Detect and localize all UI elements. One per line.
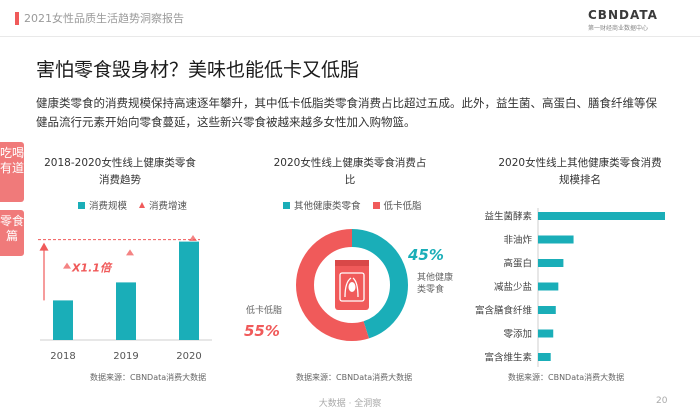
snack-bag-grain xyxy=(348,282,356,292)
chart1-title: 2018-2020女性线上健康类零食消费趋势 xyxy=(44,157,196,186)
legend-item-scale: 消费规模 xyxy=(78,198,127,212)
page-headline: 害怕零食毁身材？美味也能低卡又低脂 xyxy=(36,59,360,81)
chart3-category-label-5: 零添加 xyxy=(503,329,532,340)
chart1-bar-2020 xyxy=(179,241,199,340)
legend-label: 消费增速 xyxy=(149,201,188,212)
chart2-label-lowcal: 低卡低脂 xyxy=(246,304,282,316)
legend-item-other: 其他健康类零食 xyxy=(283,198,361,212)
logo-wordmark: CBNDATA xyxy=(588,8,658,22)
snack-bag-grain-stalks xyxy=(344,277,359,298)
chart3-bar-1 xyxy=(538,235,574,244)
chart3-bar-6 xyxy=(538,353,551,361)
header-bar: 2021女性品质生活趋势洞察报告 CBNDATA 第一财经商业数据中心 xyxy=(0,0,700,36)
chart3-category-label-0: 益生菌酵素 xyxy=(484,211,532,223)
legend-swatch-teal xyxy=(78,201,85,209)
legend-label: 其他健康类零食 xyxy=(294,201,361,212)
chart1-bar-2019 xyxy=(116,282,136,340)
chart2-label-other-line1: 其他健康 xyxy=(417,271,453,283)
intro-paragraph: 健康类零食的消费规模保持高速逐年攀升，其中低卡低脂类零食消费占比超过五成。此外，… xyxy=(36,96,657,129)
chart1-x-tick-2019: 2019 xyxy=(113,351,138,362)
chart2-slice-lowcal xyxy=(296,229,408,341)
chart1-x-tick-2018: 2018 xyxy=(50,351,75,362)
page-number: 20 xyxy=(656,396,668,406)
legend-label: 消费规模 xyxy=(89,201,128,212)
chart1-growth-annotation: X1.1倍 xyxy=(71,262,113,275)
chart2-title: 2020女性线上健康类零食消费占比 xyxy=(273,157,427,186)
chart1-bar-2018 xyxy=(53,300,73,340)
chart3-bar-5 xyxy=(538,329,554,338)
brand-logo: CBNDATA 第一财经商业数据中心 xyxy=(588,8,688,34)
chart3-bar-2 xyxy=(538,259,564,267)
legend-item-growth: 消费增速 xyxy=(139,198,187,212)
chart3-category-label-6: 富含维生素 xyxy=(484,352,532,364)
snack-bag-top-seal xyxy=(335,260,369,266)
side-tab-label: 零食篇 xyxy=(0,214,25,243)
chart2-source: 数据来源：CBNData消费大数据 xyxy=(296,373,413,382)
header-divider xyxy=(0,36,700,37)
legend-swatch-teal xyxy=(283,201,290,209)
chart1-growth-marker-2019 xyxy=(126,249,134,256)
chart3-title: 2020女性线上其他健康类零食消费规模排名 xyxy=(498,157,662,186)
chart3-source: 数据来源：CBNData消费大数据 xyxy=(508,373,625,382)
snack-bag-label xyxy=(339,272,365,302)
snack-bag-icon xyxy=(335,260,369,310)
legend-label: 低卡低脂 xyxy=(383,201,422,212)
side-tab-category: 吃喝有道 xyxy=(0,142,24,202)
chart2-label-other: 其他健康类零食 xyxy=(417,271,453,295)
chart3-bar-4 xyxy=(538,306,556,314)
chart2-label-other-line2: 类零食 xyxy=(417,283,444,295)
chart3-category-label-3: 减盐少盐 xyxy=(494,281,533,293)
chart1-legend: 消费规模 消费增速 xyxy=(78,198,199,212)
chart3-category-label-1: 非油炸 xyxy=(503,234,532,246)
side-tab-label: 吃喝有道 xyxy=(0,146,25,175)
legend-triangle-red xyxy=(139,202,146,208)
chart2-value-other: 45% xyxy=(407,246,444,264)
legend-item-lowcal: 低卡低脂 xyxy=(372,198,422,212)
chart2-value-lowcal: 55% xyxy=(244,322,280,340)
header-accent-bar xyxy=(15,12,19,25)
chart3-category-label-4: 富含膳食纤维 xyxy=(475,305,533,317)
footer-slogan: 大数据 · 全洞察 xyxy=(318,399,382,409)
chart1-x-tick-2020: 2020 xyxy=(176,351,201,362)
chart1-growth-marker-2018 xyxy=(63,262,71,269)
chart3-bar-0 xyxy=(538,212,665,220)
chart3-category-label-2: 高蛋白 xyxy=(503,258,532,270)
chart3-bar-3 xyxy=(538,282,559,291)
side-tab-section: 零食篇 xyxy=(0,210,24,256)
report-title: 2021女性品质生活趋势洞察报告 xyxy=(24,12,184,25)
chart2-legend: 其他健康类零食 低卡低脂 xyxy=(283,198,434,212)
logo-subtitle: 第一财经商业数据中心 xyxy=(588,25,649,32)
legend-swatch-red xyxy=(372,201,380,209)
growth-arrow-icon xyxy=(39,242,49,251)
chart1-source: 数据来源：CBNData消费大数据 xyxy=(90,373,207,382)
